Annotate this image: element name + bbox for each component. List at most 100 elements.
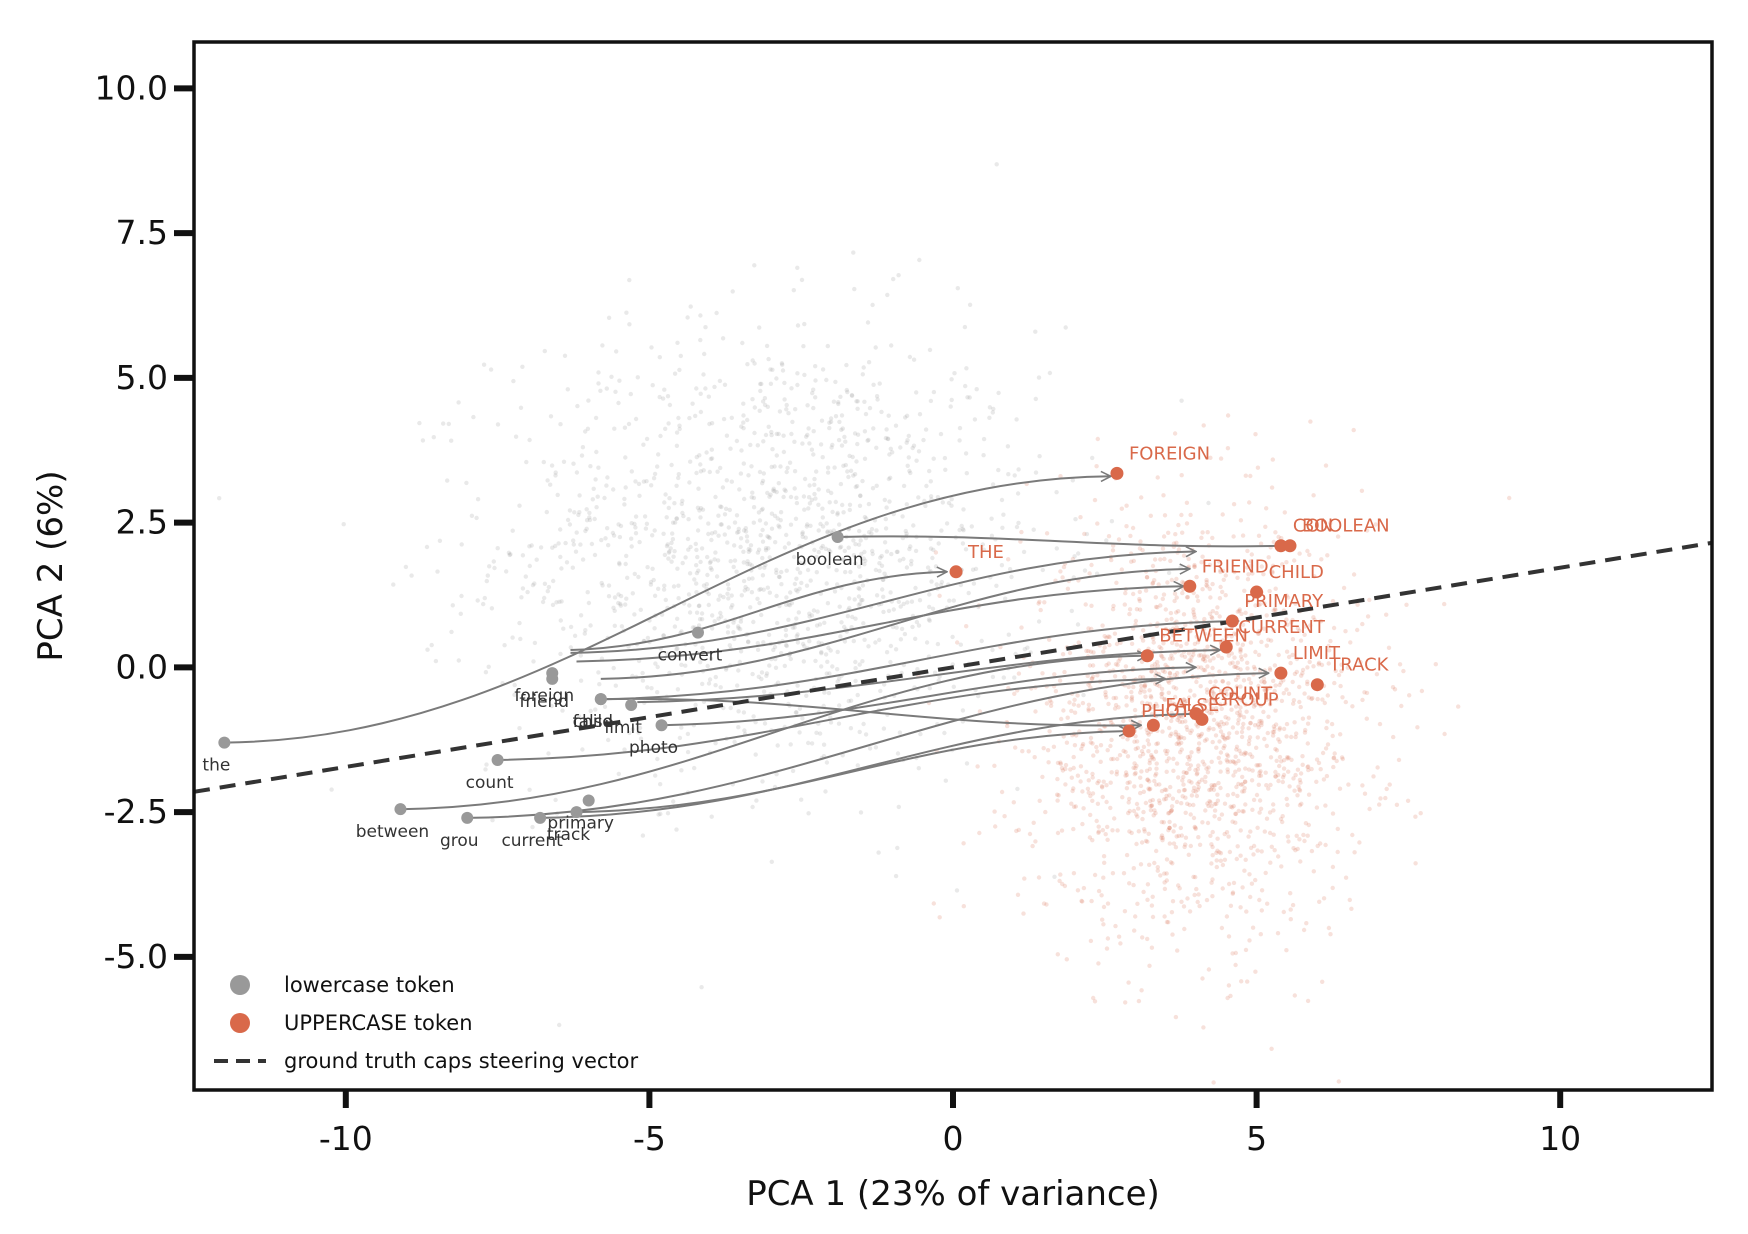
background-point [1234,730,1240,735]
background-point [623,485,628,490]
background-point [882,497,887,503]
background-point [1326,661,1331,666]
background-point [724,433,730,438]
background-point [1391,734,1396,740]
background-point [1080,821,1085,827]
background-point [828,416,834,421]
background-point [1245,979,1250,984]
background-point [1007,567,1013,572]
steering-arrow [224,476,1111,744]
background-point [837,545,843,550]
background-point [759,612,764,618]
background-point [1236,717,1241,723]
background-point [1236,675,1241,680]
uppercase-label: CURRENT [1238,617,1326,638]
background-point [928,546,934,551]
background-point [1038,607,1043,613]
background-point [1222,737,1228,742]
background-point [663,426,668,431]
background-point [1016,467,1021,472]
background-point [1281,758,1287,763]
background-point [1063,325,1068,330]
background-point [1284,734,1289,739]
background-point [693,702,698,708]
background-point [1233,962,1238,968]
background-point [1100,828,1106,833]
background-point [1174,595,1179,600]
background-point [1087,571,1092,576]
background-point [825,601,831,606]
background-point [1216,722,1222,728]
background-point [832,589,838,594]
background-point [587,517,593,523]
background-point [1195,598,1201,604]
background-point [1227,849,1233,855]
background-point [1291,701,1296,706]
background-point [729,479,734,484]
background-point [1085,786,1091,791]
background-point [667,402,673,408]
background-point [650,383,655,388]
background-point [1150,755,1155,760]
background-point [694,581,699,586]
background-point [1210,535,1215,541]
background-point [780,362,785,367]
background-point [1030,843,1035,849]
background-point [1144,727,1150,733]
background-point [817,622,823,627]
background-point [1132,784,1137,789]
background-point [592,516,597,522]
background-point [1419,688,1425,694]
background-point [825,659,830,664]
background-point [1145,897,1150,902]
background-point [902,631,908,637]
background-point [1257,602,1263,607]
background-point [1109,557,1114,563]
background-point [1182,700,1188,705]
background-point [1162,886,1168,892]
background-point [750,358,755,363]
steering-arrow [576,586,1184,663]
background-point [938,431,944,437]
lowercase-background-cloud [217,162,1211,1028]
background-point [776,574,782,579]
background-point [611,605,616,610]
background-point [546,751,551,756]
background-point [1302,632,1307,637]
background-point [1091,674,1096,679]
background-point [1101,779,1106,784]
background-point [839,443,845,448]
background-point [527,437,532,443]
background-point [524,459,529,465]
background-point [1129,830,1134,836]
background-point [957,438,962,443]
background-point [814,730,819,735]
background-point [1225,793,1231,798]
background-point [820,515,825,520]
background-point [517,620,522,626]
background-point [1209,688,1215,693]
background-point [1239,782,1244,787]
background-point [1244,565,1250,570]
background-point [1226,681,1231,686]
background-point [1033,709,1038,714]
background-point [680,560,685,566]
background-point [1159,694,1165,700]
background-point [1215,798,1221,803]
background-point [1106,701,1111,707]
background-point [820,543,825,549]
background-point [1218,456,1224,461]
background-point [1235,665,1240,671]
background-point [1196,835,1201,840]
background-point [1297,684,1302,690]
background-point [587,510,592,516]
background-point [1173,729,1179,735]
background-point [1343,875,1349,880]
background-point [1309,696,1314,702]
background-point [706,602,711,608]
background-point [1274,696,1279,702]
background-point [693,541,698,547]
background-point [782,380,787,386]
background-point [826,645,831,651]
background-point [1218,569,1223,575]
